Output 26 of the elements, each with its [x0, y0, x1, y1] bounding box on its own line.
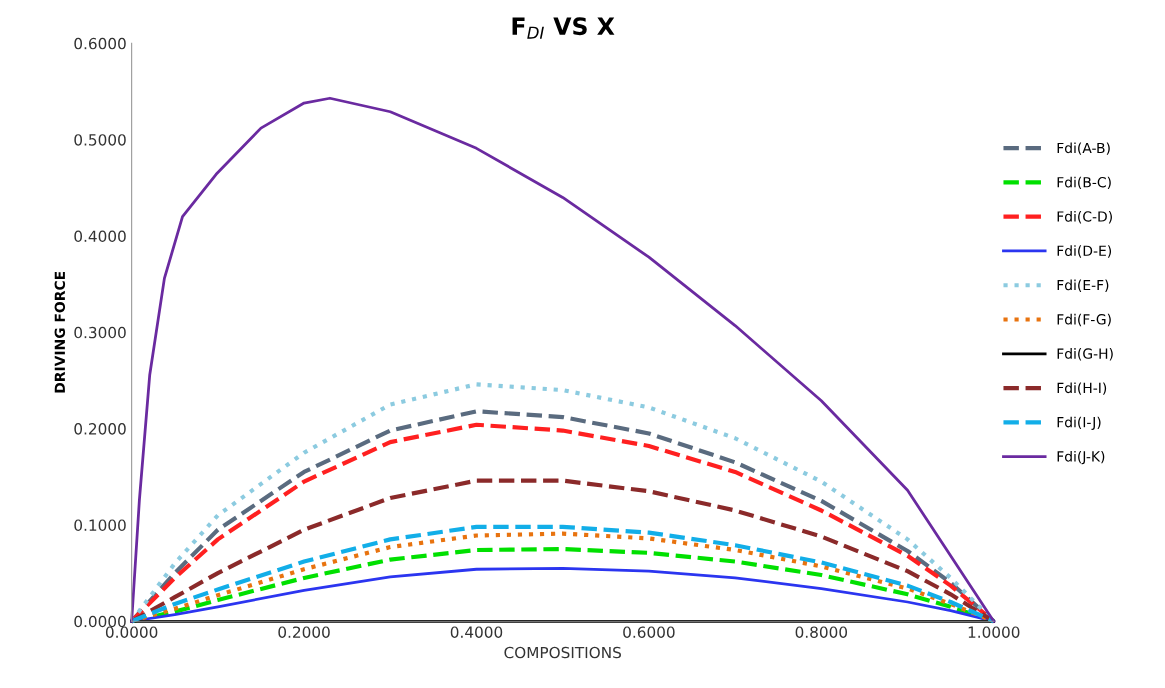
y-tick-label: 0.4000 — [74, 230, 126, 243]
x-tick-label: 0.8000 — [795, 626, 848, 638]
legend-label: Fdi(B-C) — [1057, 176, 1111, 190]
legend-label: Fdi(E-F) — [1057, 279, 1109, 292]
x-tick-label: 0.2000 — [278, 626, 330, 638]
legend-label: Fdi(F-G) — [1057, 313, 1111, 327]
x-tick-label: 0.0000 — [105, 626, 158, 638]
legend-label: Fdi(I-J) — [1057, 416, 1101, 430]
x-axis-title: COMPOSITIONS — [504, 646, 621, 659]
y-tick-label: 0.5000 — [74, 134, 126, 146]
x-tick-label: 1.0000 — [968, 626, 1020, 638]
legend-label: Fdi(H-I) — [1057, 382, 1107, 395]
y-tick-label: 0.6000 — [74, 37, 126, 50]
legend-label: Fdi(C-D) — [1057, 211, 1112, 224]
x-tick-label: 0.4000 — [450, 626, 503, 638]
x-tick-label: 0.6000 — [623, 626, 675, 638]
y-axis-title: DRIVING FORCE — [54, 271, 66, 393]
y-tick-label: 0.1000 — [74, 519, 126, 531]
chart-title: F$_{DI}$ VS X — [512, 17, 615, 39]
y-tick-label: 0.0000 — [74, 615, 126, 628]
y-tick-label: 0.2000 — [74, 423, 126, 435]
legend-label: Fdi(J-K) — [1057, 450, 1105, 465]
legend-label: Fdi(A-B) — [1057, 142, 1110, 155]
legend-label: Fdi(D-E) — [1057, 245, 1112, 258]
y-tick-label: 0.3000 — [74, 326, 126, 339]
legend-label: Fdi(G-H) — [1057, 348, 1113, 361]
